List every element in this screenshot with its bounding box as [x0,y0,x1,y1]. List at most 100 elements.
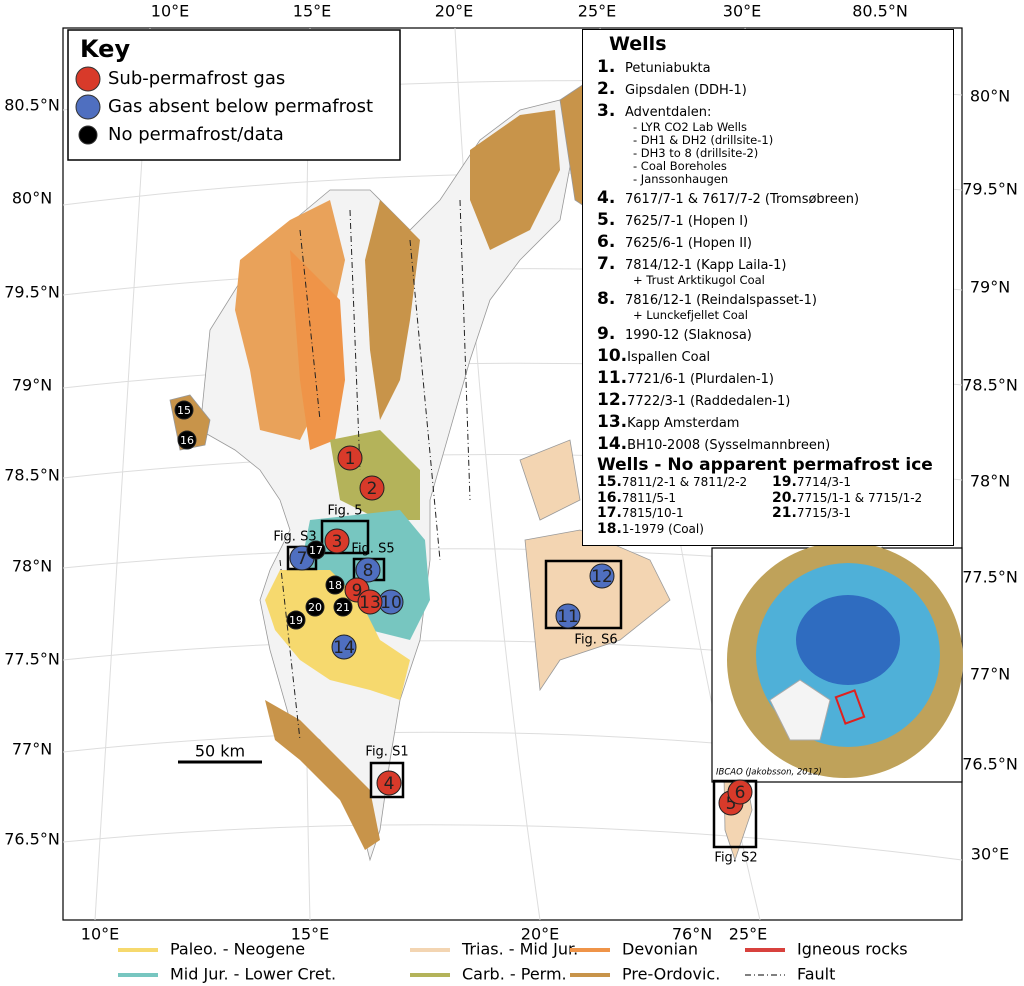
legend-label: Pre-Ordovic. [622,965,720,984]
key-box: Key [67,29,401,161]
axis-label: 30°E [971,845,1009,864]
axis-label: 79.5°N [962,180,1018,199]
well-entry: 4. 7617/7-1 & 7617/7-2 (Tromsøbreen) [597,187,953,208]
well-name: 1-1979 (Coal) [621,521,704,536]
axis-label: 77.5°N [962,568,1018,587]
well-entry: 15.7811/2-1 & 7811/2-2 [597,473,772,491]
figure-box [369,761,405,799]
figure-label: Fig. S1 [365,745,408,760]
axis-label: 15°E [293,2,331,21]
legend-label: Igneous rocks [797,940,908,959]
well-marker-label: 2 [367,479,378,499]
well-number: 3. [597,101,616,122]
well-marker [331,634,357,660]
well-marker-label: 18 [328,579,342,592]
well-number: 11. [597,367,628,388]
well-number: 15. [597,473,622,490]
scale-label: 50 km [195,742,245,761]
axis-label: 77°N [12,740,52,759]
well-marker-label: 1 [345,449,356,469]
well-entry: 8. 7816/12-1 (Reindalspasset-1) [597,288,953,309]
axis-label: 80°N [12,189,52,208]
well-marker [177,430,197,450]
axis-label: 80.5°N [852,2,908,21]
well-entry: 10.Ispallen Coal [597,346,953,366]
well-number: 4. [597,187,616,208]
key-frame [67,29,401,161]
well-number: 7. [597,253,616,274]
axis-label: 77°N [970,665,1010,684]
well-name: Gipsdalen (DDH-1) [625,83,747,99]
well-subentry: + Lunckefjellet Coal [633,307,748,322]
inset-deep [796,595,900,685]
axis-label: 78.5°N [962,376,1018,395]
well-marker-label: 3 [332,532,343,552]
well-marker-label: 9 [352,581,363,601]
axis-label: 80.5°N [4,96,60,115]
well-subentry: - Janssonhaugen [633,171,729,186]
wells-title: Wells [609,33,667,55]
well-name: Kapp Amsterdam [627,415,740,431]
well-marker [324,528,350,554]
well-number: 6. [597,231,616,252]
axis-label: 15°E [291,925,329,944]
inset-greenland [769,679,831,741]
well-name: 7617/7-1 & 7617/7-2 (Tromsøbreen) [625,191,860,207]
well-number: 14. [597,433,628,454]
well-entry: 21.7715/3-1 [772,506,952,522]
well-name: 7715/1-1 & 7715/1-2 [796,490,923,505]
axis-label: 78°N [12,557,52,576]
well-number: 5. [597,209,616,230]
well-marker-label: 11 [557,607,579,627]
well-entry: 7. 7814/12-1 (Kapp Laila-1) [597,253,953,274]
axis-label: 20°E [521,925,559,944]
well-name: 1990-12 (Slaknosa) [625,327,752,343]
well-name: 7722/3-1 (Raddedalen-1) [627,393,791,409]
well-entry: 3. Adventdalen: [597,102,953,121]
well-entry: 18.1-1979 (Coal) [597,520,772,538]
well-marker-label: 19 [289,614,303,627]
well-marker-label: 5 [726,794,737,814]
well-name: 7625/7-1 (Hopen I) [625,213,749,229]
key-label: Gas absent below permafrost [108,96,373,117]
well-marker-label: 15 [177,404,191,417]
legend-label: Carb. - Perm. [462,965,567,984]
well-marker [555,603,581,629]
well-entry: 12.7722/3-1 (Raddedalen-1) [597,390,953,410]
well-marker [359,475,385,501]
well-marker [337,445,363,471]
figure-label: Fig. S3 [273,530,316,545]
axis-label: 25°E [578,2,616,21]
figure-label: Fig. S6 [574,633,617,648]
well-number: 8. [597,288,616,309]
figure-label: Fig. 5 [328,504,363,519]
axis-label: 78.5°N [4,466,60,485]
axis-label: 25°E [729,925,767,944]
well-marker [355,557,381,583]
key-title: Key [80,35,130,63]
well-entry: 6. 7625/6-1 (Hopen II) [597,231,953,252]
inset-caption: IBCAO (Jakobsson, 2012) [716,768,822,778]
well-number: 17. [597,505,622,522]
well-number: 13. [597,411,628,432]
well-subentry: - Coal Boreholes [633,158,727,173]
axis-label: 77.5°N [4,650,60,669]
axis-label: 10°E [81,925,119,944]
well-number: 21. [772,505,797,522]
well-marker-label: 20 [308,601,322,614]
well-name: 7714/3-1 [796,474,851,489]
axis-label: 78°N [970,472,1010,491]
axis-label: 20°E [435,2,473,21]
well-name: 7811/2-1 & 7811/2-2 [621,474,748,489]
well-entry: 13.Kapp Amsterdam [597,411,953,432]
figure-box [544,559,623,630]
inset-focus [834,689,866,725]
key-label: No permafrost/data [108,124,284,145]
well-number: 9. [597,323,616,344]
well-marker [325,575,345,595]
well-marker [306,540,326,560]
wells-box: Wells 1. Petuniabukta 2. Gipsdalen (DDH-1) 3.… [582,29,954,546]
well-marker [357,589,383,615]
well-name: 7815/10-1 [621,506,684,521]
well-number: 18. [597,520,622,537]
